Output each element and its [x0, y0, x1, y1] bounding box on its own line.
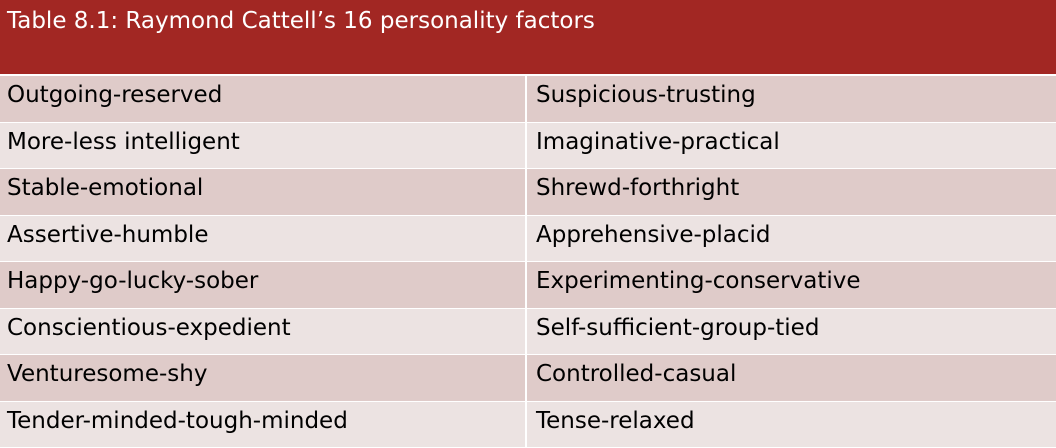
factor-cell-left: Outgoing-reserved [0, 76, 527, 122]
table-row: Tender-minded-tough-minded Tense-relaxed [0, 401, 1056, 448]
factor-cell-right: Experimenting-conservative [536, 268, 861, 294]
table-body: Outgoing-reserved Suspicious-trusting Mo… [0, 76, 1056, 448]
factor-cell-right: Controlled-casual [536, 361, 737, 387]
factor-cell-left: Assertive-humble [0, 215, 527, 261]
factor-cell-right: Tense-relaxed [536, 407, 695, 434]
table-title: Table 8.1: Raymond Cattell’s 16 personal… [0, 0, 1056, 76]
factor-cell-left: Happy-go-lucky-sober [0, 262, 527, 308]
table-row: Happy-go-lucky-sober Experimenting-conse… [0, 262, 1056, 309]
factor-cell-right: Imaginative-practical [536, 128, 780, 155]
factor-cell-left: Tender-minded-tough-minded [0, 401, 527, 447]
table-row: Outgoing-reserved Suspicious-trusting [0, 76, 1056, 123]
factor-cell-left: Stable-emotional [0, 169, 527, 215]
table-row: Venturesome-shy Controlled-casual [0, 355, 1056, 402]
factor-cell-right: Shrewd-forthright [536, 175, 740, 201]
factor-cell-right: Apprehensive-placid [536, 221, 771, 248]
table-row: Stable-emotional Shrewd-forthright [0, 169, 1056, 216]
table-row: More-less intelligent Imaginative-practi… [0, 122, 1056, 169]
factor-cell-right: Suspicious-trusting [536, 82, 756, 108]
factor-cell-left: More-less intelligent [0, 122, 527, 168]
factor-cell-right: Self-sufficient-group-tied [536, 314, 820, 341]
factor-cell-left: Venturesome-shy [0, 355, 527, 401]
factor-cell-left: Conscientious-expedient [0, 308, 527, 354]
table-row: Conscientious-expedient Self-sufficient-… [0, 308, 1056, 355]
table-row: Assertive-humble Apprehensive-placid [0, 215, 1056, 262]
